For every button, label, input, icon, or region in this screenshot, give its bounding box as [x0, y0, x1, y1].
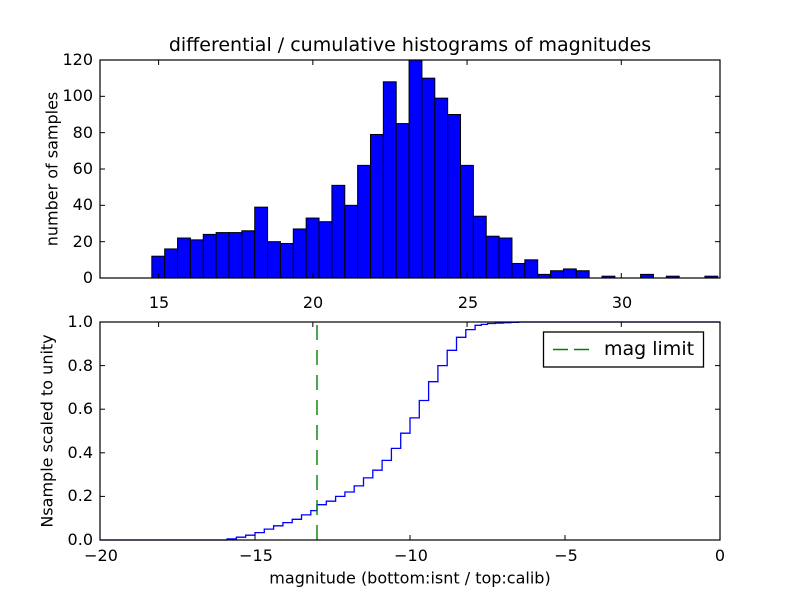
top-ytick-120: 120	[62, 50, 93, 69]
bot-ytick-0.0: 0.0	[67, 530, 93, 549]
histogram-bar	[369, 133, 384, 279]
histogram-bar	[202, 233, 217, 279]
bot-ytick-0.2: 0.2	[67, 486, 93, 505]
histogram-bar	[511, 262, 526, 279]
histogram-bar	[305, 217, 320, 279]
bot-xtick--15: −15	[239, 546, 273, 565]
histogram-bar	[318, 221, 333, 279]
bottom-y-axis-label: Nsample scaled to unity	[37, 334, 57, 528]
top-ytick-60: 60	[72, 159, 93, 178]
bot-xtick--20: −20	[84, 546, 118, 565]
histogram-bar	[189, 239, 204, 279]
top-xtick-30: 30	[611, 293, 633, 312]
histogram-bar	[472, 215, 487, 279]
histogram-bar	[267, 241, 281, 279]
histogram-bar	[357, 164, 371, 279]
histogram-bar	[228, 232, 243, 279]
top-ytick-100: 100	[62, 86, 93, 105]
histogram-bar	[292, 228, 307, 279]
histogram-bar	[575, 270, 590, 279]
x-axis-label: magnitude (bottom:isnt / top:calib)	[269, 568, 551, 588]
top-ytick-20: 20	[72, 232, 93, 251]
histogram-bar	[460, 164, 474, 279]
top-y-axis-label: number of samples	[42, 91, 62, 247]
histogram-bar	[408, 59, 423, 279]
histogram-bar	[382, 81, 397, 279]
histogram-bar	[331, 184, 346, 279]
histogram-bar	[164, 248, 179, 279]
bot-xtick-0: 0	[714, 546, 726, 565]
histogram-bar	[562, 268, 577, 279]
histogram-bar	[421, 77, 436, 279]
top-ytick-80: 80	[72, 123, 93, 142]
bot-ytick-1.0: 1.0	[67, 312, 93, 331]
legend-box	[542, 331, 705, 368]
bot-ytick-0.8: 0.8	[67, 356, 93, 375]
histogram-bar	[485, 235, 500, 279]
bot-xtick--5: −5	[554, 546, 578, 565]
histogram-bar	[550, 270, 564, 279]
top-xtick-15: 15	[148, 293, 170, 312]
histogram-bar	[434, 97, 449, 279]
histogram-bar	[177, 237, 191, 279]
bot-ytick-0.4: 0.4	[67, 443, 93, 462]
top-ytick-40: 40	[72, 195, 93, 214]
top-xtick-20: 20	[302, 293, 324, 312]
histogram-bar	[524, 259, 539, 279]
histogram-bar	[241, 230, 256, 279]
figure-title: differential / cumulative histograms of …	[168, 34, 652, 56]
histogram-bar	[279, 242, 294, 279]
legend-label-mag-limit: mag limit	[604, 338, 695, 360]
top-ytick-0: 0	[82, 268, 93, 287]
top-xtick-25: 25	[457, 293, 479, 312]
histogram-bar	[447, 114, 462, 279]
histogram-bar	[344, 204, 359, 279]
histogram-bar	[215, 232, 230, 279]
bot-ytick-0.6: 0.6	[67, 399, 93, 418]
histogram-bar	[395, 123, 410, 279]
histogram-bar	[254, 206, 269, 279]
bot-xtick--10: −10	[394, 546, 428, 565]
histogram-bar	[498, 237, 513, 279]
